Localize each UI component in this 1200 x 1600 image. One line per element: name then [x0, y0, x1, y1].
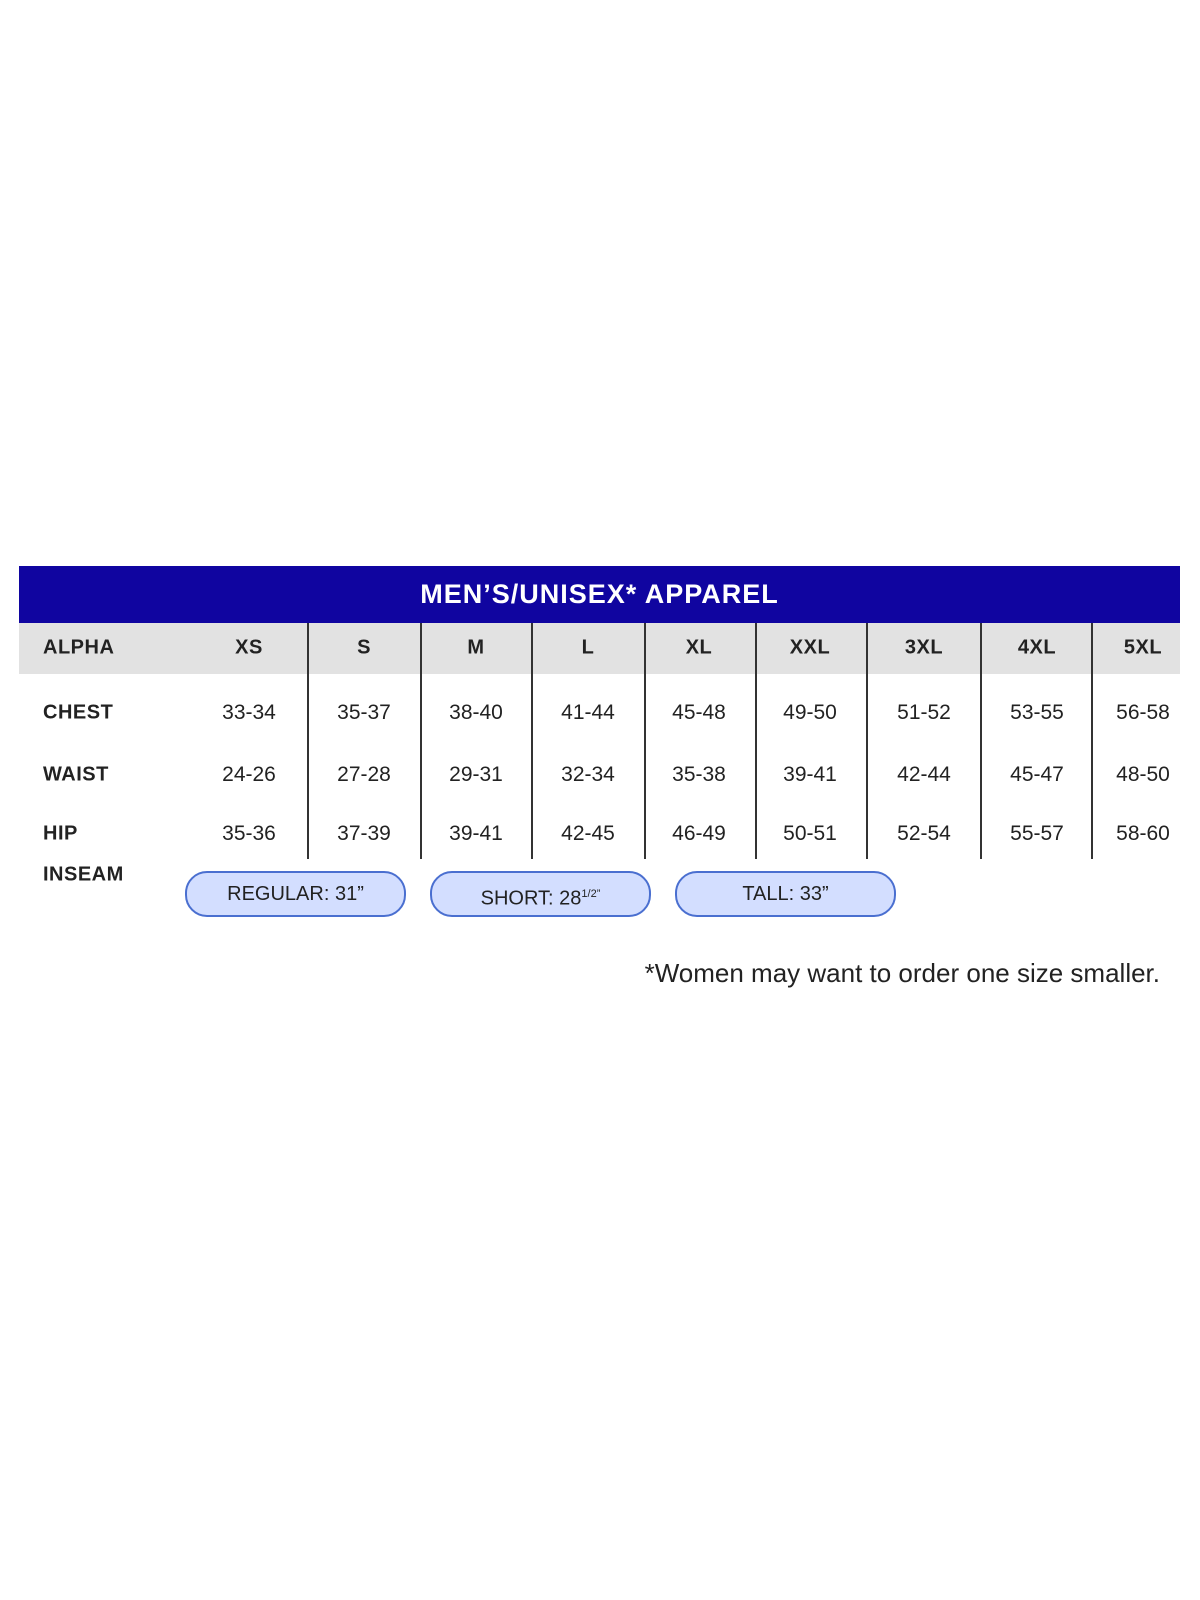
- table-title: MEN’S/UNISEX* APPAREL: [19, 566, 1180, 623]
- size-value: 50-51: [783, 822, 837, 845]
- size-value: 32-34: [561, 763, 615, 786]
- size-value: 58-60: [1116, 822, 1170, 845]
- size-value: 48-50: [1116, 763, 1170, 786]
- footnote: *Women may want to order one size smalle…: [644, 958, 1160, 988]
- size-value: 49-50: [783, 701, 837, 724]
- pill-text: TALL: 33”: [742, 883, 829, 905]
- size-value: 52-54: [897, 822, 951, 845]
- size-value: 39-41: [449, 822, 503, 845]
- pill-text: SHORT: 28: [480, 887, 582, 910]
- size-value: 38-40: [449, 701, 503, 724]
- row-label: ALPHA: [43, 636, 115, 659]
- size-header: XS: [235, 636, 263, 659]
- size-value: 41-44: [561, 701, 615, 724]
- column-divider: [755, 623, 757, 859]
- column-divider: [307, 623, 309, 859]
- column-divider: [866, 623, 868, 859]
- size-header: XXL: [789, 636, 831, 659]
- size-header: M: [467, 636, 485, 659]
- column-divider: [1091, 623, 1093, 859]
- size-header: S: [357, 636, 371, 659]
- inseam-label: INSEAM: [43, 863, 124, 886]
- inseam-tall: TALL: 33”: [675, 871, 896, 917]
- column-divider: [644, 623, 646, 859]
- size-value: 35-36: [222, 822, 276, 845]
- size-value: 29-31: [449, 763, 503, 786]
- size-value: 56-58: [1116, 701, 1170, 724]
- column-divider: [980, 623, 982, 859]
- size-value: 39-41: [783, 763, 837, 786]
- row-label: CHEST: [43, 701, 114, 724]
- size-header: L: [581, 636, 595, 659]
- size-value: 27-28: [337, 763, 391, 786]
- column-divider: [531, 623, 533, 859]
- size-value: 35-37: [337, 701, 391, 724]
- row-label: WAIST: [43, 763, 109, 786]
- column-divider: [420, 623, 422, 859]
- size-value: 42-44: [897, 763, 951, 786]
- size-value: 53-55: [1010, 701, 1064, 724]
- size-value: 51-52: [897, 701, 951, 724]
- size-header: XL: [685, 636, 713, 659]
- size-header: 3XL: [904, 636, 944, 659]
- size-header: 5XL: [1123, 636, 1163, 659]
- size-value: 45-47: [1010, 763, 1064, 786]
- size-header: 4XL: [1017, 636, 1057, 659]
- size-value: 24-26: [222, 763, 276, 786]
- inseam-short: SHORT: 281/2”: [430, 871, 651, 917]
- pill-text: REGULAR: 31”: [227, 883, 364, 905]
- size-value: 35-38: [672, 763, 726, 786]
- row-label: HIP: [43, 822, 78, 845]
- header-row: [19, 623, 1180, 674]
- size-value: 33-34: [222, 701, 276, 724]
- size-value: 42-45: [561, 822, 615, 845]
- size-value: 45-48: [672, 701, 726, 724]
- size-value: 46-49: [672, 822, 726, 845]
- pill-fraction: 1/2”: [581, 888, 601, 900]
- size-value: 55-57: [1010, 822, 1064, 845]
- inseam-regular: REGULAR: 31”: [185, 871, 406, 917]
- size-value: 37-39: [337, 822, 391, 845]
